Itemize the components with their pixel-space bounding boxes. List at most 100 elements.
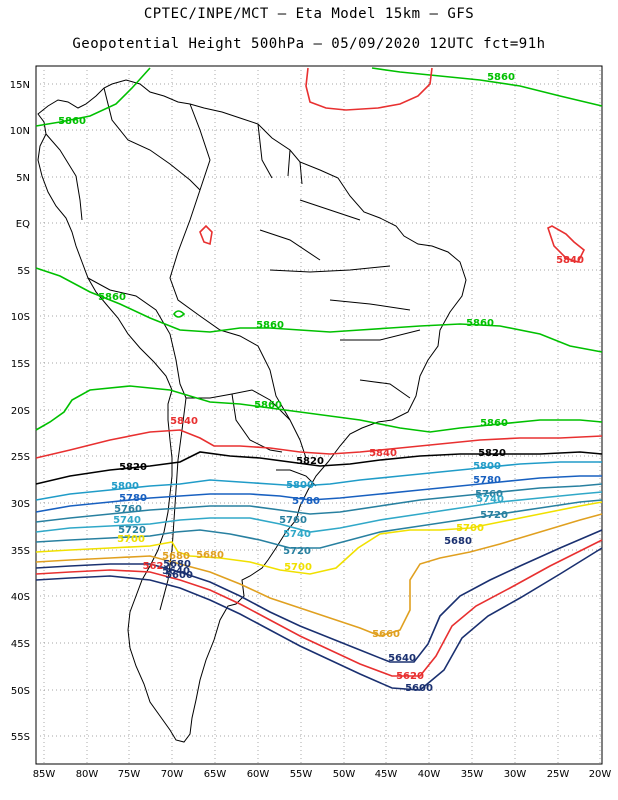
lon-label: 85W — [33, 769, 56, 780]
border-brazil-west — [169, 103, 307, 459]
contour-label: 5700 — [456, 523, 484, 534]
contour-label: 5860 — [466, 318, 494, 329]
contour-label: 5860 — [98, 292, 126, 303]
contour-labels: 5860 5860 5860 5860 5860 5860 5860 5840 5840 5840… — [58, 72, 584, 694]
border-peru-bolivia — [87, 277, 187, 399]
lon-label: 75W — [118, 769, 141, 780]
contour-label: 562 — [143, 561, 164, 572]
latitude-labels: 15N 10N 5N EQ 5S 10S 15S 20S 25S 30S 35S 40S 45S 50S 5… — [10, 80, 30, 743]
lon-label: 55W — [290, 769, 313, 780]
contour-5860-mid — [35, 267, 603, 353]
border-ecuador-colombia — [45, 133, 83, 221]
lon-label: 50W — [333, 769, 356, 780]
lon-label: 40W — [418, 769, 441, 780]
contour-label: 5780 — [292, 496, 320, 507]
lat-label: 35S — [11, 546, 30, 557]
contour-label: 5740 — [283, 529, 311, 540]
contour-5600 — [35, 547, 603, 691]
contour-label: 5660 — [372, 629, 400, 640]
contour-label: 5840 — [369, 448, 397, 459]
contour-label: 5680 — [162, 551, 190, 562]
contour-label: 5680 — [444, 536, 472, 547]
border-argentina-paraguay — [231, 393, 283, 453]
lat-label: 45S — [11, 639, 30, 650]
graticule — [36, 66, 602, 764]
contour-label: 5860 — [254, 400, 282, 411]
lat-label: 40S — [11, 592, 30, 603]
contour-label: 5820 — [296, 456, 324, 467]
contour-label: 5760 — [114, 504, 142, 515]
border-uruguay — [276, 469, 317, 487]
lat-label: 15S — [11, 359, 30, 370]
lat-label: 25S — [11, 452, 30, 463]
lon-label: 20W — [589, 769, 612, 780]
lon-label: 60W — [247, 769, 270, 780]
contour-label: 5720 — [118, 525, 146, 536]
brazil-states — [259, 199, 421, 399]
contour-label: 5860 — [256, 320, 284, 331]
contour-label: 5700 — [117, 534, 145, 545]
contour-5840-north — [305, 67, 433, 111]
contour-5700 — [35, 501, 603, 575]
contour-5840-east — [547, 225, 586, 263]
lat-label: 10N — [10, 126, 30, 137]
lat-label: EQ — [16, 219, 30, 230]
lon-label: 45W — [375, 769, 398, 780]
contour-label: 5640 — [162, 566, 190, 577]
border-argentina-chile — [159, 397, 187, 611]
contour-5660-navy — [35, 529, 603, 663]
lon-label: 70W — [161, 769, 184, 780]
contour-5860-small — [173, 310, 186, 318]
lon-label: 35W — [461, 769, 484, 780]
lat-label: 20S — [11, 406, 30, 417]
contour-label: 5840 — [170, 416, 198, 427]
contour-label: 5820 — [119, 462, 147, 473]
contour-5740 — [35, 491, 603, 533]
contour-5680-gold — [35, 513, 603, 637]
contour-5780 — [35, 475, 602, 513]
border-bolivia-paraguay — [186, 389, 291, 421]
lat-label: 50S — [11, 686, 30, 697]
contour-label: 5680 — [163, 559, 191, 570]
contour-label: 5680 — [196, 550, 224, 561]
contour-5820 — [35, 451, 603, 485]
contour-label: 5720 — [283, 546, 311, 557]
contour-5800 — [35, 461, 602, 501]
contour-label: 5860 — [58, 116, 86, 127]
lat-label: 5S — [17, 266, 30, 277]
contour-label: 5860 — [480, 418, 508, 429]
contour-label: 5760 — [279, 515, 307, 526]
lat-label: 55S — [11, 732, 30, 743]
map-title-line1: CPTEC/INPE/MCT — Eta Model 15km — GFS — [143, 6, 475, 22]
lat-label: 10S — [11, 312, 30, 323]
contour-label: 5800 — [111, 481, 139, 492]
contour-label: 5800 — [286, 480, 314, 491]
lat-label: 15N — [10, 80, 30, 91]
contour-5720 — [35, 499, 603, 549]
south-america-coastline — [37, 79, 467, 743]
contour-label: 5860 — [487, 72, 515, 83]
lon-label: 65W — [204, 769, 227, 780]
lon-label: 30W — [504, 769, 527, 780]
contour-label: 5800 — [473, 461, 501, 472]
contour-label: 5780 — [473, 475, 501, 486]
border-guianas — [257, 123, 303, 185]
contour-label: 5700 — [284, 562, 312, 573]
contour-label: 5760 — [475, 489, 503, 500]
contour-5860-north — [35, 67, 603, 127]
contour-lines — [35, 67, 603, 691]
longitude-labels: 85W 80W 75W 70W 65W 60W 55W 50W 45W 40W 35W 30W 25W 2… — [33, 769, 612, 780]
contour-5840-small — [199, 224, 213, 246]
contour-5620 — [35, 539, 603, 677]
lon-label: 80W — [76, 769, 99, 780]
contour-label: 5740 — [476, 494, 504, 505]
lat-label: 30S — [11, 499, 30, 510]
map-title-line2: Geopotential Height 500hPa — 05/09/2020 … — [72, 36, 546, 52]
lat-label: 5N — [16, 173, 30, 184]
lon-label: 25W — [547, 769, 570, 780]
plot-frame — [35, 65, 603, 765]
contour-label: 5600 — [405, 683, 433, 694]
country-borders — [37, 79, 467, 743]
contour-label: 5720 — [480, 510, 508, 521]
